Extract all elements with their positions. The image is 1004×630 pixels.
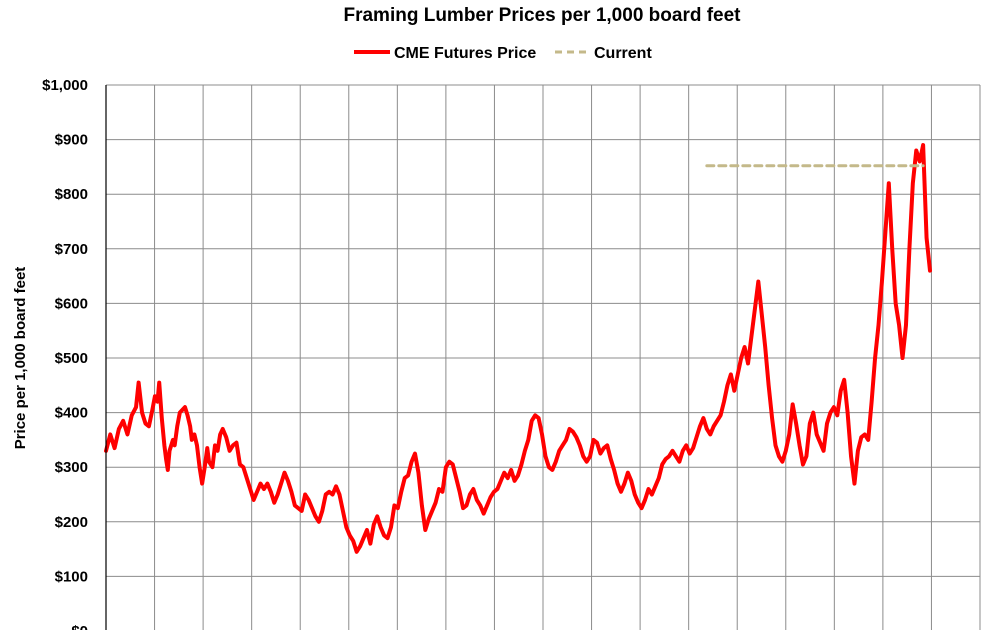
gridlines <box>106 84 981 630</box>
y-tick-label: $500 <box>55 350 88 367</box>
y-tick-label: $900 <box>55 132 88 149</box>
y-tick-label: $100 <box>55 568 88 585</box>
y-tick-label: $200 <box>55 514 88 531</box>
y-tick-label: $800 <box>55 186 88 203</box>
legend-label-cme-futures: CME Futures Price <box>394 45 536 62</box>
y-tick-label: $1,000 <box>42 77 88 94</box>
series-line-cme-futures-price <box>104 143 932 554</box>
y-tick-label: $400 <box>55 405 88 422</box>
chart-title: Framing Lumber Prices per 1,000 board fe… <box>343 5 741 26</box>
y-tick-label: $600 <box>55 295 88 312</box>
y-tick-label: $300 <box>55 459 88 476</box>
y-axis-title: Price per 1,000 board feet <box>12 267 29 450</box>
y-tick-label: $700 <box>55 241 88 258</box>
series-layer <box>104 143 932 554</box>
legend-label-current: Current <box>594 45 652 62</box>
y-tick-label: $0 <box>71 623 88 630</box>
y-axis-tick-labels: $0 $100 $200 $300 $400 $500 $600 $700 $800 $900 $1… <box>42 77 88 630</box>
legend: CME Futures Price Current <box>354 45 652 62</box>
